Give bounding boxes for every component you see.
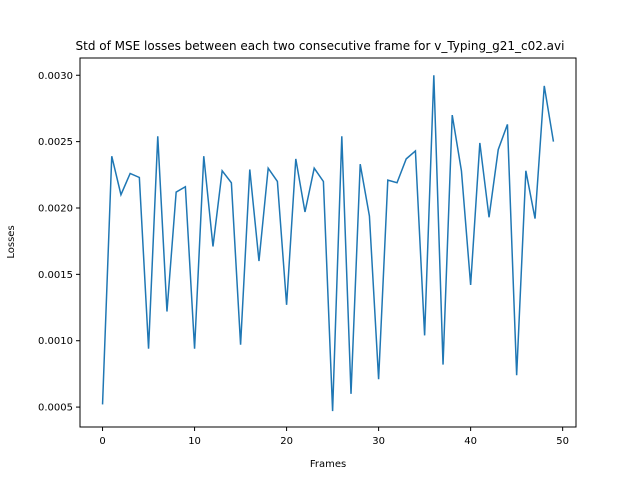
x-tick-label: 30 <box>372 436 385 447</box>
x-tick-label: 40 <box>464 436 477 447</box>
plot-frame <box>79 57 577 428</box>
x-tick-label: 0 <box>99 436 105 447</box>
x-tick-label: 20 <box>280 436 293 447</box>
y-tick-label: 0.0025 <box>38 137 73 148</box>
plot-area <box>79 57 577 428</box>
chart-title: Std of MSE losses between each two conse… <box>76 39 565 53</box>
x-tick-label: 10 <box>188 436 201 447</box>
y-tick-label: 0.0015 <box>38 270 73 281</box>
y-tick-label: 0.0020 <box>38 203 73 214</box>
x-axis: 0 10 20 30 40 50 <box>99 427 569 447</box>
series-line <box>101 75 555 412</box>
x-axis-label: Frames <box>310 459 346 470</box>
y-axis-label: Losses <box>6 225 17 258</box>
y-tick-label: 0.0030 <box>38 71 73 82</box>
y-tick-label: 0.0005 <box>38 403 73 414</box>
y-axis: 0.0005 0.0010 0.0015 0.0020 0.0025 0.0030 <box>38 71 80 414</box>
x-tick-label: 50 <box>556 436 569 447</box>
y-tick-label: 0.0010 <box>38 336 73 347</box>
